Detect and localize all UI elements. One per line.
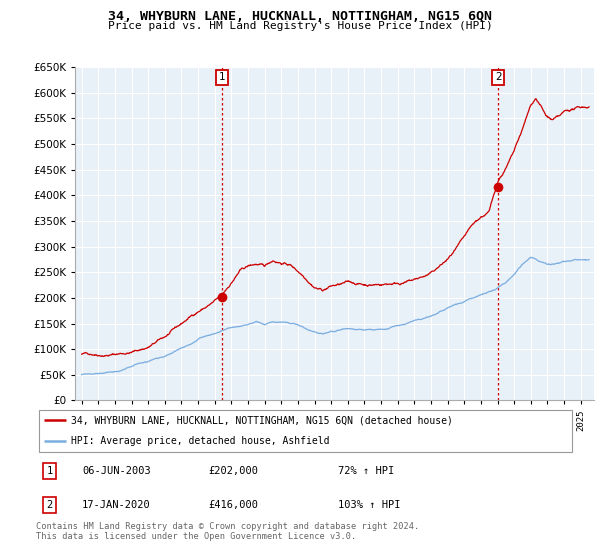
Text: £202,000: £202,000	[209, 466, 259, 476]
Text: 1: 1	[218, 72, 225, 82]
Text: 06-JUN-2003: 06-JUN-2003	[82, 466, 151, 476]
Text: 2: 2	[46, 500, 53, 510]
Text: Contains HM Land Registry data © Crown copyright and database right 2024.
This d: Contains HM Land Registry data © Crown c…	[36, 522, 419, 542]
Text: 34, WHYBURN LANE, HUCKNALL, NOTTINGHAM, NG15 6QN (detached house): 34, WHYBURN LANE, HUCKNALL, NOTTINGHAM, …	[71, 415, 453, 425]
Text: HPI: Average price, detached house, Ashfield: HPI: Average price, detached house, Ashf…	[71, 436, 329, 446]
Text: £416,000: £416,000	[209, 500, 259, 510]
Text: 103% ↑ HPI: 103% ↑ HPI	[338, 500, 401, 510]
Text: Price paid vs. HM Land Registry's House Price Index (HPI): Price paid vs. HM Land Registry's House …	[107, 21, 493, 31]
Text: 34, WHYBURN LANE, HUCKNALL, NOTTINGHAM, NG15 6QN: 34, WHYBURN LANE, HUCKNALL, NOTTINGHAM, …	[108, 10, 492, 23]
Text: 17-JAN-2020: 17-JAN-2020	[82, 500, 151, 510]
FancyBboxPatch shape	[39, 409, 572, 452]
Text: 1: 1	[46, 466, 53, 476]
Text: 72% ↑ HPI: 72% ↑ HPI	[338, 466, 395, 476]
Text: 2: 2	[495, 72, 502, 82]
